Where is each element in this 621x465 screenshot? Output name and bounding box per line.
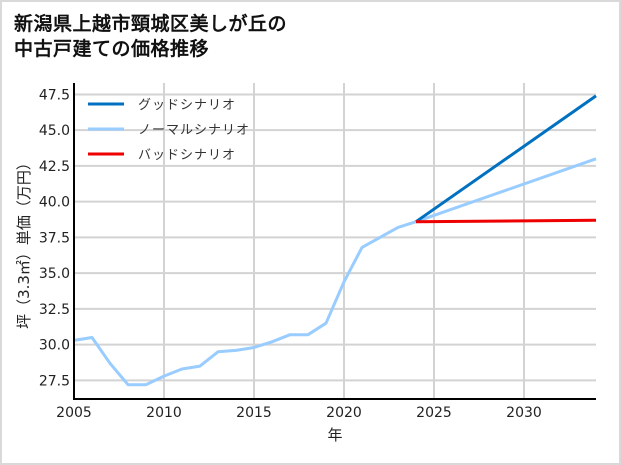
x-tick-label: 2030 bbox=[506, 405, 542, 421]
x-tick-label: 2005 bbox=[56, 405, 92, 421]
axes bbox=[73, 83, 596, 400]
y-tick-label: 40.0 bbox=[39, 195, 70, 211]
data-series bbox=[73, 94, 597, 387]
series-line-2 bbox=[415, 157, 597, 224]
y-tick-label: 37.5 bbox=[39, 230, 70, 246]
legend-label: グッドシナリオ bbox=[138, 98, 236, 113]
y-tick-label: 30.0 bbox=[39, 338, 70, 354]
x-tick-label: 2020 bbox=[326, 405, 362, 421]
chart-title-line-2: 中古戸建ての価格推移 bbox=[14, 38, 210, 60]
y-tick-label: 27.5 bbox=[39, 373, 70, 389]
series-line-0 bbox=[73, 220, 417, 387]
y-tick-label: 35.0 bbox=[39, 266, 70, 282]
y-axis-label: 坪（3.3㎡）単価（万円） bbox=[15, 155, 33, 329]
y-tick-label: 45.0 bbox=[39, 123, 70, 139]
y-tick-label: 32.5 bbox=[39, 302, 70, 318]
x-tick-label: 2025 bbox=[416, 405, 452, 421]
series-line-3 bbox=[415, 218, 597, 224]
x-axis-ticks: 2005 2010 2015 2020 2025 2030 bbox=[56, 405, 542, 421]
legend-label: バッドシナリオ bbox=[138, 148, 236, 163]
y-tick-label: 42.5 bbox=[39, 159, 70, 175]
legend-label: ノーマルシナリオ bbox=[138, 123, 250, 138]
y-axis-ticks: 27.5 30.0 32.5 35.0 37.5 40.0 42.5 45.0 47.5 bbox=[39, 87, 70, 389]
series-line-1 bbox=[415, 94, 597, 223]
chart-title: 新潟県上越市頸城区美しが丘の 中古戸建ての価格推移 bbox=[14, 12, 287, 62]
x-axis-label: 年 bbox=[327, 426, 342, 444]
x-tick-label: 2015 bbox=[236, 405, 272, 421]
chart-title-line-1: 新潟県上越市頸城区美しが丘の bbox=[14, 13, 288, 35]
y-tick-label: 47.5 bbox=[39, 87, 70, 103]
x-tick-label: 2010 bbox=[146, 405, 182, 421]
